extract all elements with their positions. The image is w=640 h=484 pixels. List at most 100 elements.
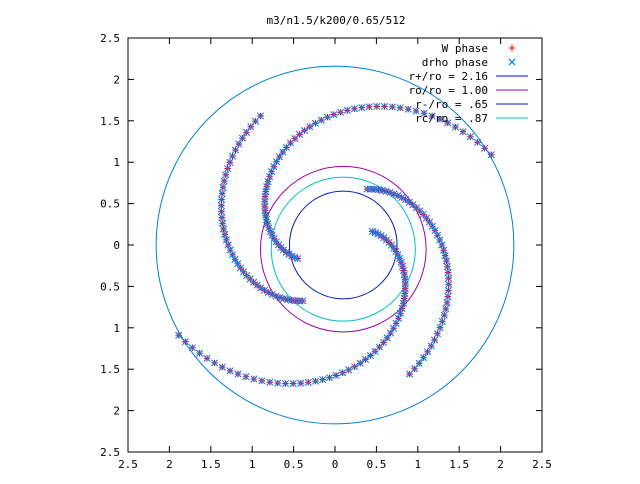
legend-swatch — [508, 44, 516, 52]
series-1-arm-3-point — [238, 134, 247, 142]
series-1-arm-1-point — [365, 103, 373, 111]
series-1-arm-2-point — [430, 336, 439, 344]
series-1-arm-0-point — [345, 366, 353, 374]
series-1-arm-1-point — [412, 107, 420, 115]
series-1-arm-3-point — [222, 171, 230, 179]
y-tick-label: 2 — [113, 73, 120, 86]
series-1-arm-0-point — [266, 378, 274, 386]
series-1-arm-1-point — [295, 130, 304, 139]
series-1-arm-1-point — [336, 108, 345, 116]
series-1-arm-0-point — [396, 254, 404, 262]
series-1-arm-2-point — [433, 330, 442, 338]
series-1-arm-2-point — [444, 274, 453, 282]
data-points — [175, 102, 495, 388]
legend-label: ro/ro = 1.00 — [409, 84, 488, 97]
series-1-arm-0-point — [181, 338, 190, 346]
x-tick-label: 1 — [249, 458, 256, 471]
series-1-arm-3-point — [228, 251, 237, 259]
series-1-arm-2-point — [445, 280, 453, 288]
series-1-arm-3-point — [218, 213, 226, 222]
series-1-arm-2-point — [438, 241, 446, 249]
series-1-arm-1-point — [265, 224, 273, 232]
series-1-arm-1-point — [270, 235, 278, 243]
series-1-arm-1-point — [459, 128, 467, 136]
series-1-arm-2-point — [444, 268, 452, 277]
x-tick-label: 0.5 — [366, 458, 386, 471]
series-1-arm-2-point — [423, 348, 432, 356]
series-1-arm-2-point — [427, 342, 435, 350]
series-1-arm-0-point — [281, 379, 290, 388]
series-1-arm-1-point — [266, 228, 274, 236]
series-1-arm-1-point — [272, 238, 280, 246]
series-1-arm-1-point — [300, 126, 309, 135]
axis-ticks: 2.5 2 1.5 1 0.5 0 0.5 1 1.5 2 2.52.521.510.500.511… — [100, 32, 552, 471]
reference-circle-0 — [155, 65, 515, 425]
series-1-arm-0-point — [332, 371, 340, 379]
series-1-arm-2-point — [405, 370, 414, 378]
series-1-arm-0-point — [325, 374, 334, 382]
legend-label: W phase — [442, 42, 488, 55]
chart-title: m3/n1.5/k200/0.65/512 — [266, 14, 405, 27]
series-1-arm-3-point — [257, 284, 265, 292]
series-1-arm-0-point — [188, 344, 196, 352]
series-1-arm-2-point — [443, 263, 452, 271]
series-1-arm-3-point — [224, 241, 232, 249]
series-1-arm-1-point — [444, 119, 452, 127]
x-tick-label: 0 — [332, 458, 339, 471]
series-1-arm-2-point — [401, 196, 410, 204]
y-tick-label: 2.5 — [100, 446, 120, 459]
series-1-arm-0-point — [390, 244, 398, 252]
series-1-arm-1-point — [451, 123, 460, 131]
series-1-arm-3-point — [264, 288, 272, 297]
series-1-arm-1-point — [272, 158, 281, 166]
series-1-arm-1-point — [323, 113, 332, 121]
series-1-arm-3-point — [222, 236, 230, 244]
series-1-arm-0-point — [398, 262, 407, 270]
x-tick-label: 1.5 — [449, 458, 469, 471]
series-1-arm-0-point — [311, 377, 320, 385]
series-1-arm-0-point — [366, 351, 375, 360]
series-1-arm-0-point — [297, 379, 305, 387]
series-1-arm-0-point — [397, 258, 405, 266]
reference-circle-2 — [288, 190, 398, 300]
x-tick-label: 2.5 — [118, 458, 138, 471]
series-1-arm-1-point — [428, 112, 436, 120]
y-tick-label: 1.5 — [100, 115, 120, 128]
series-1-arm-0-point — [242, 373, 250, 381]
series-1-arm-0-point — [394, 251, 402, 259]
series-1-arm-1-point — [380, 102, 389, 111]
x-tick-label: 1.5 — [201, 458, 221, 471]
legend-label: drho phase — [422, 56, 488, 69]
series-1-arm-2-point — [405, 198, 413, 206]
series-1-arm-3-point — [236, 264, 245, 272]
series-1-arm-2-point — [442, 305, 450, 313]
series-1-arm-2-point — [431, 227, 439, 235]
series-1-arm-0-point — [398, 304, 406, 312]
series-1-arm-2-point — [433, 231, 442, 239]
series-1-arm-0-point — [383, 334, 391, 342]
series-1-arm-3-point — [231, 146, 240, 154]
series-1-arm-1-point — [311, 119, 319, 127]
series-1-arm-3-point — [260, 286, 269, 294]
series-1-arm-0-point — [386, 329, 395, 337]
series-1-arm-2-point — [443, 299, 451, 307]
series-1-arm-1-point — [373, 102, 381, 111]
y-tick-label: 0.5 — [100, 198, 120, 211]
series-1-arm-0-point — [203, 354, 211, 362]
series-1-arm-1-point — [330, 111, 338, 119]
series-1-arm-2-point — [436, 236, 444, 244]
legend-swatch — [508, 58, 516, 66]
series-1-arm-2-point — [444, 292, 452, 301]
series-1-arm-1-point — [306, 123, 314, 131]
series-1-arm-1-point — [474, 138, 482, 146]
series-1-arm-3-point — [234, 260, 242, 268]
series-1-arm-1-point — [358, 104, 366, 112]
series-1-arm-2-point — [436, 324, 444, 332]
legend-label: rc/ro = .87 — [415, 112, 488, 125]
series-1-arm-1-point — [266, 173, 274, 181]
series-1-arm-1-point — [396, 104, 404, 112]
series-1-arm-2-point — [441, 251, 449, 260]
series-1-arm-0-point — [351, 363, 359, 371]
